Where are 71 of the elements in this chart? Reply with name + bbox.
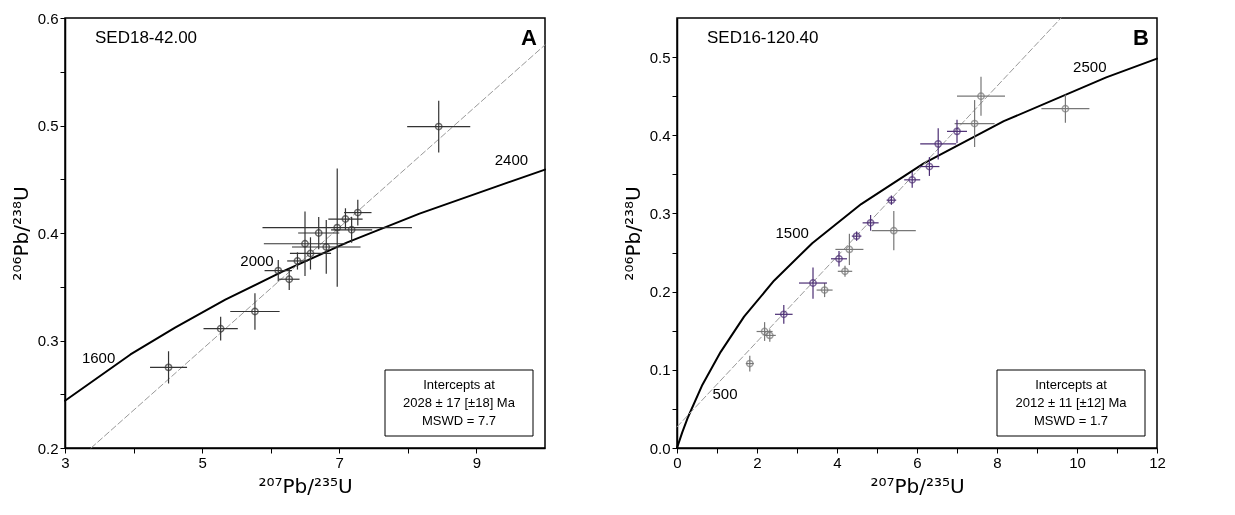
x-tick-label: 4 bbox=[833, 453, 842, 471]
x-axis-title: ²⁰⁷Pb/²³⁵U bbox=[258, 473, 353, 498]
point bbox=[251, 307, 259, 316]
y-tick-label: 0.2 bbox=[649, 283, 671, 301]
x-tick-label: 12 bbox=[1149, 453, 1166, 471]
y-tick-label: 0.0 bbox=[649, 439, 671, 457]
y-tick-label: 0.1 bbox=[649, 361, 671, 379]
point bbox=[293, 257, 302, 265]
annotation: Intercepts at bbox=[1035, 377, 1108, 392]
point bbox=[953, 127, 961, 136]
point bbox=[274, 266, 283, 275]
annotation: 2028 ± 17 [±18] Ma bbox=[403, 395, 516, 410]
annotation: Intercepts at bbox=[423, 377, 496, 392]
point bbox=[314, 229, 323, 237]
y-tick-label: 0.6 bbox=[37, 9, 59, 27]
annotation: 2000 bbox=[240, 251, 274, 269]
x-tick-label: 7 bbox=[335, 453, 344, 471]
y-tick-label: 0.5 bbox=[37, 117, 59, 134]
point bbox=[347, 225, 356, 234]
x-tick-label: 5 bbox=[198, 453, 207, 471]
point bbox=[820, 286, 829, 294]
point bbox=[306, 249, 315, 258]
x-tick-label: 6 bbox=[913, 453, 922, 471]
x-tick-label: 10 bbox=[1069, 453, 1086, 471]
y-tick-label: 0.3 bbox=[37, 332, 59, 349]
annotation: 500 bbox=[712, 385, 738, 403]
point bbox=[301, 239, 309, 248]
annotation: B bbox=[1133, 25, 1149, 50]
point bbox=[977, 92, 985, 101]
annotation: 2012 ± 11 [±12] Ma bbox=[1015, 395, 1128, 410]
annotation: SED16-120.40 bbox=[707, 28, 819, 47]
point bbox=[925, 162, 934, 171]
point bbox=[353, 208, 362, 217]
x-tick-label: 8 bbox=[993, 453, 1002, 471]
y-axis-title: ²⁰⁶Pb/²³⁸U bbox=[620, 186, 645, 281]
point bbox=[852, 232, 861, 241]
y-tick-label: 0.2 bbox=[37, 439, 59, 457]
annotation: MSWD = 7.7 bbox=[421, 413, 497, 428]
point bbox=[779, 310, 788, 319]
x-tick-label: 3 bbox=[61, 453, 70, 471]
annotation: 2500 bbox=[1073, 58, 1107, 76]
x-tick-label: 9 bbox=[472, 453, 482, 471]
annotation: A bbox=[521, 25, 538, 50]
y-tick-label: 0.5 bbox=[649, 48, 671, 66]
x-tick-label: 2 bbox=[753, 453, 762, 471]
annotation: 2400 bbox=[494, 150, 529, 168]
point bbox=[322, 243, 331, 251]
y-axis-title: ²⁰⁶Pb/²³⁸U bbox=[8, 186, 33, 281]
annotation: MSWD = 1.7 bbox=[1033, 413, 1109, 428]
point bbox=[970, 119, 979, 128]
point bbox=[333, 223, 342, 232]
point bbox=[216, 324, 225, 333]
annotation: 1600 bbox=[81, 348, 116, 366]
point bbox=[341, 215, 350, 223]
point bbox=[285, 275, 294, 284]
point bbox=[887, 196, 896, 205]
point bbox=[164, 363, 173, 372]
point bbox=[809, 279, 817, 287]
y-tick-label: 0.4 bbox=[37, 224, 59, 242]
x-tick-label: 0 bbox=[673, 453, 682, 471]
point bbox=[841, 267, 849, 276]
y-tick-label: 0.3 bbox=[649, 204, 671, 222]
point bbox=[1061, 104, 1070, 113]
point bbox=[889, 226, 898, 235]
point bbox=[434, 122, 443, 131]
annotation: SED18-42.00 bbox=[95, 28, 198, 47]
point bbox=[934, 139, 943, 148]
y-tick-label: 0.4 bbox=[649, 126, 671, 144]
annotation: 1500 bbox=[775, 224, 809, 241]
x-axis-title: ²⁰⁷Pb/²³⁵U bbox=[870, 473, 965, 498]
point bbox=[845, 245, 854, 254]
